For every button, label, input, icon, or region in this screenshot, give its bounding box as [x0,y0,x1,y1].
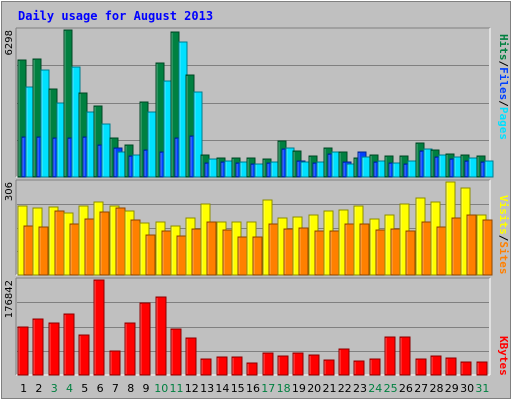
bar-sites-day-13 [206,221,217,276]
bar-kbytes-day-1 [17,326,29,376]
x-tick-label: 30 [460,382,474,395]
bar-sites-day-23 [359,223,370,276]
bar-kbytes-day-7 [109,350,121,376]
bar-kbytes-day-8 [124,322,136,376]
bar-kbytes-day-5 [78,334,90,376]
legend: KBytes [497,336,510,376]
panel-1: 6298 Hits/Files/Pages [4,27,510,178]
x-tick-label: 6 [97,382,104,395]
x-tick-label: 22 [338,382,352,395]
bar-pages-day-31 [484,160,494,178]
x-tick-label: 11 [170,382,184,395]
legend-item: Sites [497,241,510,274]
bar-sites-day-30 [466,214,477,276]
bar-kbytes-day-28 [430,355,442,376]
x-tick-label: 26 [399,382,413,395]
bar-kbytes-day-3 [48,322,60,376]
x-tick-label: 8 [127,382,134,395]
panel-3: 176842 KBytes [4,277,510,376]
x-tick-label: 27 [414,382,428,395]
bar-sites-day-26 [405,230,416,276]
bar-kbytes-day-29 [445,357,457,376]
bar-sites-day-2 [38,226,49,276]
x-tick-label: 2 [35,382,42,395]
bar-sites-day-31 [482,219,493,276]
x-tick-label: 19 [292,382,306,395]
bar-sites-day-16 [252,236,263,276]
panel-2: 306 Visits/Sites [4,179,510,276]
bar-kbytes-day-13 [200,358,212,376]
bar-kbytes-day-12 [185,337,197,376]
x-tick-label: 31 [475,382,489,395]
legend-item: Files [497,67,510,100]
x-tick-label: 15 [231,382,245,395]
y-max-label: 6298 [4,30,15,55]
bar-sites-day-19 [298,227,309,276]
bar-kbytes-day-30 [460,361,472,376]
bar-sites-day-9 [145,234,156,276]
chart-title: Daily usage for August 2013 [18,9,213,23]
bar-kbytes-day-11 [170,328,182,376]
bar-kbytes-day-21 [323,359,335,376]
x-tick-label: 17 [261,382,275,395]
bar-kbytes-day-15 [231,356,243,376]
x-tick-label: 23 [353,382,367,395]
x-tick-label: 29 [445,382,459,395]
legend-item: / [497,235,510,242]
x-tick-label: 25 [384,382,398,395]
bar-kbytes-day-24 [369,358,381,376]
legend-item: Visits [497,195,510,235]
bar-kbytes-day-26 [399,336,411,376]
bar-pages-day-12 [193,91,203,178]
x-tick-label: 24 [368,382,382,395]
x-axis-labels: 1 2 3 4 5 6 7 8 9 10 11 12 13 14 15 16 17 18 19 20 21 22 23 24 2… [20,382,489,395]
chart-panels: 6298 Hits/Files/Pages306Visits/Sites17684… [4,27,510,376]
bar-kbytes-day-10 [155,296,167,376]
x-tick-label: 14 [215,382,229,395]
bar-kbytes-day-2 [32,318,44,376]
y-max-label: 176842 [4,280,15,318]
x-tick-label: 16 [246,382,260,395]
bar-kbytes-day-18 [277,355,289,376]
legend-item: / [497,100,510,107]
y-max-label: 306 [4,182,15,201]
bar-kbytes-day-31 [476,361,488,376]
bar-kbytes-day-20 [308,354,320,376]
bar-kbytes-day-23 [353,360,365,376]
x-tick-label: 4 [66,382,73,395]
x-tick-label: 13 [200,382,214,395]
bar-kbytes-day-14 [216,356,228,376]
legend-item: KBytes [497,336,510,376]
x-tick-label: 5 [81,382,88,395]
bar-kbytes-day-9 [139,302,151,376]
legend-item: Pages [497,107,510,140]
x-tick-label: 28 [430,382,444,395]
bar-kbytes-day-19 [292,352,304,376]
legend: Visits/Sites [497,195,510,275]
legend-item: / [497,61,510,68]
bar-kbytes-day-17 [262,352,274,376]
x-tick-label: 3 [51,382,58,395]
x-tick-label: 21 [323,382,337,395]
x-tick-label: 18 [277,382,291,395]
x-tick-label: 10 [154,382,168,395]
x-tick-label: 7 [112,382,119,395]
legend: Hits/Files/Pages [497,34,510,140]
x-tick-label: 12 [185,382,199,395]
bar-kbytes-day-25 [384,336,396,376]
bar-kbytes-day-22 [338,348,350,376]
x-tick-label: 9 [143,382,150,395]
x-tick-label: 1 [20,382,27,395]
x-tick-label: 20 [307,382,321,395]
bar-sites-day-6 [99,211,110,276]
bar-kbytes-day-27 [415,358,427,376]
bar-kbytes-day-6 [93,279,105,376]
legend-item: Hits [497,34,510,61]
bar-kbytes-day-16 [246,362,258,376]
bar-kbytes-day-4 [63,313,75,376]
